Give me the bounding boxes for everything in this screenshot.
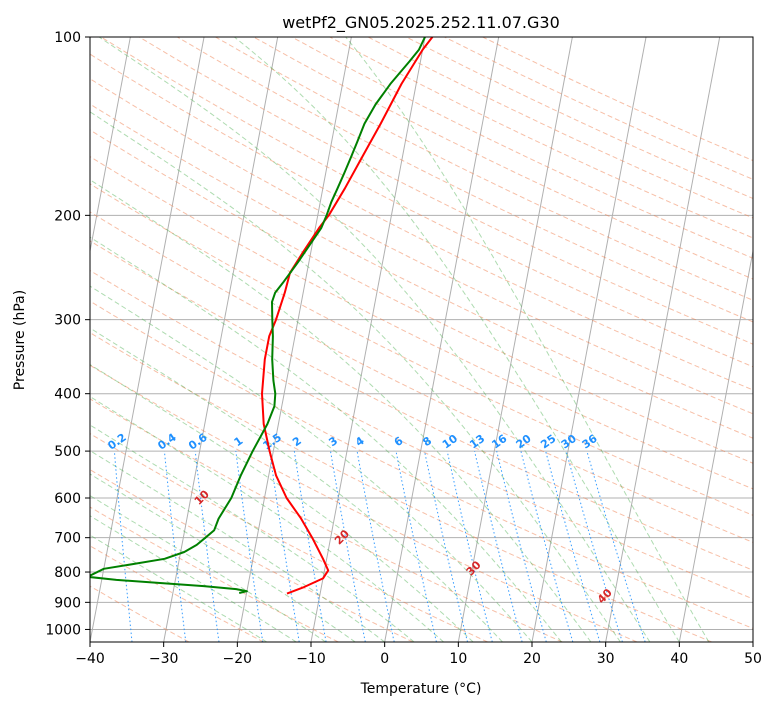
dry-adiabat-line [481,37,753,162]
x-tick-label: 40 [670,651,688,667]
mixing-ratio-line [545,450,601,642]
dry-adiabat-line [100,37,753,368]
y-tick-label: 400 [54,387,81,403]
dewpoint-line [90,37,426,594]
y-tick-label: 200 [54,208,81,224]
y-tick-label: 100 [54,30,81,46]
moist-adiabat-line [90,473,356,642]
moist-adiabat-line [90,534,268,642]
y-tick-label: 900 [54,595,81,611]
dry-adiabat-line [443,37,753,180]
x-tick-label: 20 [523,651,541,667]
mixing-ratio-line [520,450,574,642]
dry-adiabat-line [90,332,712,642]
mixing-ratio-line [496,450,547,642]
x-tick-label: −30 [149,651,179,667]
y-tick-label: 800 [54,565,81,581]
dry-adiabat-line [90,53,753,391]
moist-adiabat-line [90,179,592,642]
mixing-ratio-line [395,451,437,642]
mixing-ratio-line [565,450,623,642]
dry-adiabat-line [90,78,753,415]
dry-adiabat-line [252,37,753,280]
mixing-ratio-line [235,451,264,642]
dry-adiabat-line [90,240,753,571]
x-tick-label: −20 [223,651,253,667]
moist-adiabat-line [90,111,621,642]
mixing-ratio-line [356,451,395,642]
isotherm-line [384,37,500,642]
mixing-ratio-line [474,450,523,642]
moist-adiabat-line [90,450,385,642]
dry-adiabat-line [90,103,753,439]
x-axis-title: Temperature (°C) [360,681,482,697]
temperature-line [261,37,434,595]
isotherm-line [236,37,352,642]
x-tick-label: −40 [75,651,105,667]
mixing-ratio-line [586,450,646,642]
background-lines [90,37,753,642]
x-tick-label: −10 [296,651,326,667]
mixing-ratio-line [113,451,133,642]
dry-adiabat-line [367,37,753,219]
mixing-ratio-line [446,450,493,642]
moist-adiabat-line [345,37,710,642]
y-tick-label: 300 [54,313,81,329]
moist-adiabat-line [234,37,680,642]
dry-adiabat-line [90,155,753,490]
dry-adiabat-line [405,37,753,200]
moist-adiabat-line [98,37,651,642]
isotherm-line [163,37,279,642]
y-axis-title: Pressure (hPa) [12,290,28,390]
moist-adiabat-line [90,285,533,642]
dry-adiabat-line [90,129,753,464]
isotherm-line [531,37,647,642]
chart-title: wetPf2_GN05.2025.252.11.07.G30 [282,13,560,33]
mixing-ratio-line [269,451,300,642]
isotherm-line [678,248,753,642]
x-tick-label: 30 [597,651,615,667]
isotherm-line [90,37,205,642]
y-tick-label: 700 [54,531,81,547]
dry-adiabat-line [214,37,753,301]
dry-adiabat-line [138,37,753,345]
dry-adiabat-line [90,183,753,516]
mixing-ratio-line [163,451,187,642]
y-tick-label: 500 [54,444,81,460]
moist-adiabat-line [90,424,415,642]
mixing-ratio-line [194,451,220,642]
x-tick-label: 10 [449,651,467,667]
dry-adiabat-line [90,269,753,600]
dry-adiabat-line [90,300,753,629]
x-tick-label: 0 [380,651,389,667]
y-tick-label: 1000 [45,622,81,638]
axes: −40 −30 −20 −10 0 10 20 30 40 50 100 200 300 400 500 60… [45,30,762,667]
y-tick-label: 600 [54,491,81,507]
plot-area: 0.10.20.40.611.52346810131620253036-100-… [90,37,753,642]
isotherm-line [90,37,131,254]
plot-frame [89,36,754,643]
isotherm-line [457,37,573,642]
moist-adiabat-line [90,327,503,642]
mixing-ratio-line [424,450,468,642]
data-series [90,37,434,595]
dry-adiabat-line [90,211,753,543]
x-tick-label: 50 [744,651,762,667]
dry-adiabat-line [90,506,339,642]
